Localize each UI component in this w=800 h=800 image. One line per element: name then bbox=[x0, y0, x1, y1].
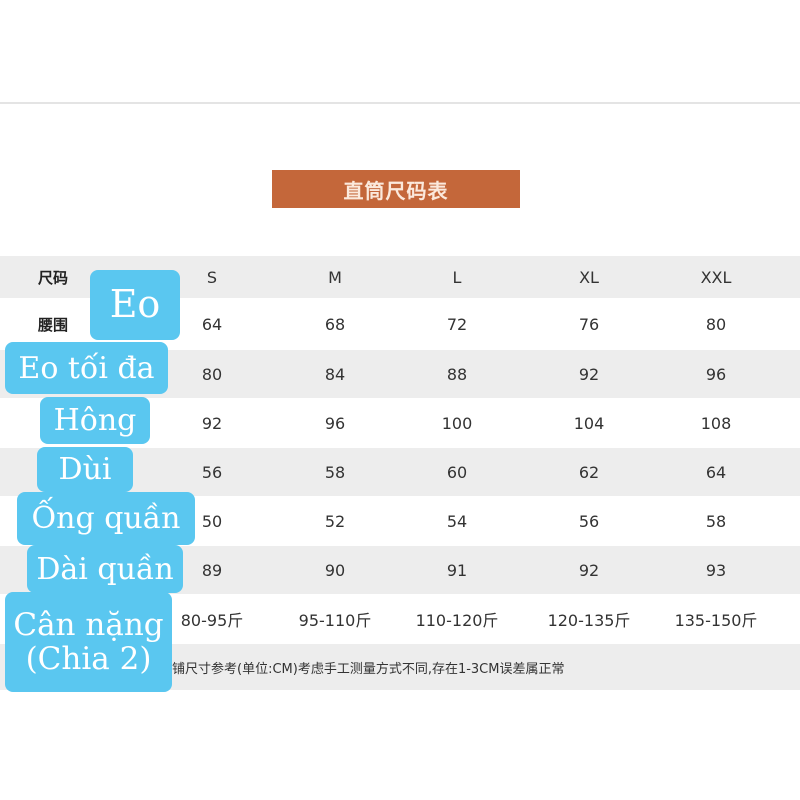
table-cell: 50 bbox=[201, 511, 223, 531]
table-cell: 92 bbox=[578, 364, 600, 384]
size-s: S bbox=[206, 267, 218, 287]
table-cell: 92 bbox=[201, 413, 223, 433]
overlay-label-max-waist: Eo tối đa bbox=[5, 342, 168, 394]
table-cell: 56 bbox=[201, 462, 223, 482]
table-cell: 120-135斤 bbox=[547, 611, 631, 630]
table-cell: 80 bbox=[705, 314, 727, 334]
overlay-label-leg-opening: Ống quần bbox=[17, 492, 195, 545]
table-row: 80-95斤 95-110斤 110-120斤 120-135斤 135-150斤 bbox=[0, 594, 800, 644]
table-cell: 84 bbox=[324, 364, 346, 384]
overlay-label-hip: Hông bbox=[40, 397, 150, 444]
size-xxl: XXL bbox=[700, 267, 732, 287]
table-cell: 135-150斤 bbox=[674, 611, 758, 630]
table-cell: 60 bbox=[446, 462, 468, 482]
table-cell: 110-120斤 bbox=[415, 611, 499, 630]
table-cell: 91 bbox=[446, 560, 468, 580]
table-cell: 68 bbox=[324, 314, 346, 334]
table-cell: 80-95斤 bbox=[180, 611, 244, 630]
table-cell: 80 bbox=[201, 364, 223, 384]
size-l: L bbox=[452, 267, 462, 287]
table-cell: 92 bbox=[578, 560, 600, 580]
table-cell: 95-110斤 bbox=[298, 611, 372, 630]
table-cell: 96 bbox=[324, 413, 346, 433]
table-cell: 108 bbox=[700, 413, 732, 433]
overlay-label-waist: Eo bbox=[90, 270, 180, 340]
size-m: M bbox=[328, 267, 342, 287]
table-cell: 100 bbox=[441, 413, 473, 433]
overlay-label-thigh: Dùi bbox=[37, 447, 133, 492]
row-label: 腰围 bbox=[38, 315, 69, 334]
overlay-label-weight: Cân nặng (Chia 2) bbox=[5, 592, 172, 692]
table-cell: 96 bbox=[705, 364, 727, 384]
table-row: 50 52 54 56 58 bbox=[0, 496, 800, 546]
table-cell: 89 bbox=[201, 560, 223, 580]
table-cell: 58 bbox=[705, 511, 727, 531]
header-label: 尺码 bbox=[38, 268, 69, 287]
table-row: 56 58 60 62 64 bbox=[0, 448, 800, 496]
table-cell: 88 bbox=[446, 364, 468, 384]
chart-title: 直筒尺码表 bbox=[272, 170, 520, 208]
table-cell: 93 bbox=[705, 560, 727, 580]
table-cell: 52 bbox=[324, 511, 346, 531]
table-row: 92 96 100 104 108 bbox=[0, 398, 800, 448]
table-cell: 58 bbox=[324, 462, 346, 482]
table-cell: 64 bbox=[201, 314, 223, 334]
size-xl: XL bbox=[579, 267, 599, 287]
table-cell: 76 bbox=[578, 314, 600, 334]
measurement-note: 铺尺寸参考(单位:CM)考虑手工测量方式不同,存在1-3CM误差属正常 bbox=[172, 661, 565, 677]
table-cell: 54 bbox=[446, 511, 468, 531]
overlay-label-length: Dài quần bbox=[27, 545, 183, 593]
table-row: 腰围 64 68 72 76 80 bbox=[0, 298, 800, 350]
table-cell: 62 bbox=[578, 462, 600, 482]
table-cell: 56 bbox=[578, 511, 600, 531]
table-cell: 64 bbox=[705, 462, 727, 482]
table-cell: 104 bbox=[573, 413, 605, 433]
table-cell: 72 bbox=[446, 314, 468, 334]
table-cell: 90 bbox=[324, 560, 346, 580]
